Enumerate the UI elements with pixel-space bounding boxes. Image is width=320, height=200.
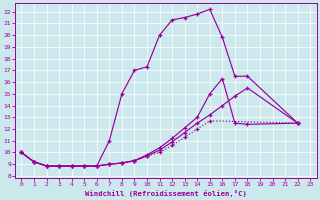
X-axis label: Windchill (Refroidissement éolien,°C): Windchill (Refroidissement éolien,°C) <box>85 190 247 197</box>
